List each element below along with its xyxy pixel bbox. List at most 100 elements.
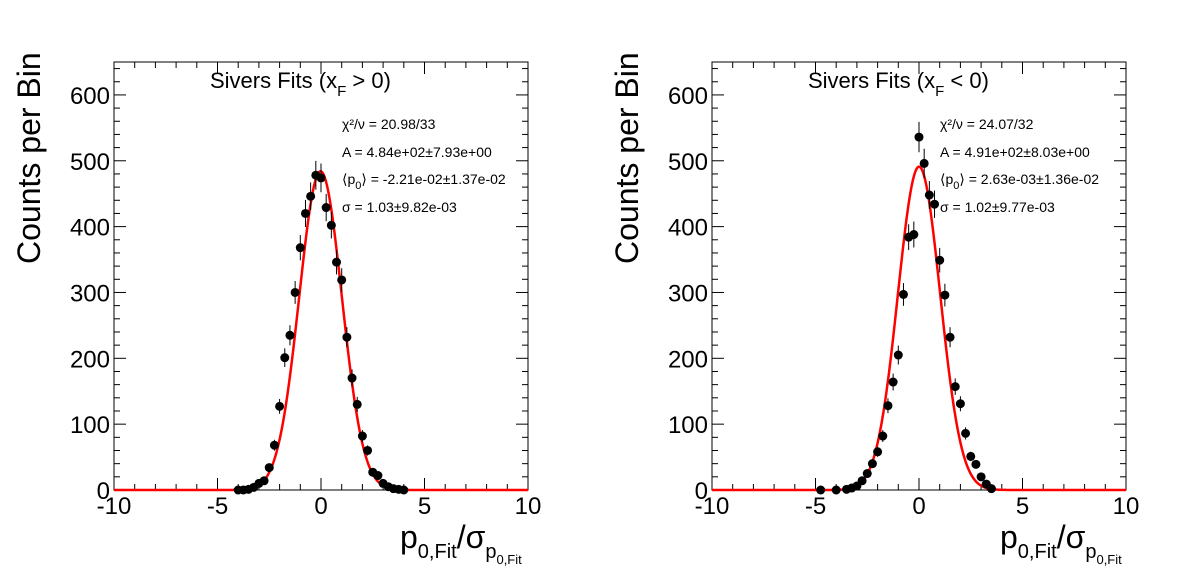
data-point <box>898 289 908 299</box>
y-tick-label: 400 <box>70 215 110 242</box>
data-point <box>285 330 295 340</box>
y-tick-label: 300 <box>70 280 110 307</box>
data-point <box>342 332 352 342</box>
data-point <box>950 382 960 392</box>
x-tick-label: 0 <box>912 493 925 520</box>
plot-frame <box>113 61 529 491</box>
data-point <box>888 377 898 387</box>
gaussian-fit-line <box>712 165 1126 492</box>
y-tick-label: 0 <box>97 478 110 505</box>
data-point <box>961 428 971 438</box>
data-point <box>306 191 316 201</box>
y-tick-label: 600 <box>70 83 110 110</box>
y-tick-label: 500 <box>668 149 708 176</box>
y-tick-label: 500 <box>70 149 110 176</box>
data-point <box>275 401 285 411</box>
data-point <box>352 399 362 409</box>
data-point <box>955 399 965 409</box>
data-point <box>280 353 290 363</box>
x-axis-title: p0,Fit/σp0,Fit <box>400 519 522 567</box>
data-point <box>867 459 877 469</box>
data-point <box>914 132 924 142</box>
data-point <box>269 440 279 450</box>
data-point <box>373 471 383 481</box>
data-point <box>924 190 934 200</box>
data-point <box>940 290 950 300</box>
data-point <box>326 220 336 230</box>
y-tick-label: 0 <box>695 478 708 505</box>
x-tick-labels: -10 -5 0 5 10 <box>695 493 1140 520</box>
y-tick-label: 200 <box>70 346 110 373</box>
data-point <box>347 373 357 383</box>
x-tick-label: 10 <box>515 493 542 520</box>
tick-marks <box>113 62 529 491</box>
x-axis-title: p0,Fit/σp0,Fit <box>1000 519 1122 567</box>
y-tick-labels: 0 100 200 300 400 500 600 <box>70 83 110 505</box>
y-tick-label: 600 <box>668 83 708 110</box>
data-point <box>831 485 841 495</box>
data-point <box>357 431 367 441</box>
x-tick-label: 5 <box>418 493 431 520</box>
x-tick-label: -10 <box>97 493 132 520</box>
data-point <box>290 287 300 297</box>
y-tick-label: 100 <box>70 412 110 439</box>
data-point <box>300 208 310 218</box>
data-point <box>966 451 976 461</box>
x-tick-label: 0 <box>314 493 327 520</box>
data-point <box>893 350 903 360</box>
stat-chi2: χ²/ν = 24.07/32 <box>940 116 1034 132</box>
data-point <box>909 230 919 240</box>
data-point <box>971 459 981 469</box>
y-tick-label: 100 <box>668 412 708 439</box>
gaussian-fit-line <box>114 170 528 492</box>
y-axis-title: Counts per Bin <box>11 52 47 264</box>
data-point <box>919 158 929 168</box>
x-tick-labels: -10 -5 0 5 10 <box>97 493 542 520</box>
y-tick-labels: 0 100 200 300 400 500 600 <box>668 83 708 505</box>
data-point <box>337 275 347 285</box>
data-point <box>883 401 893 411</box>
panel-title: Sivers Fits (xF > 0) <box>210 68 391 100</box>
data-point <box>935 255 945 265</box>
data-point <box>264 463 274 473</box>
panel-xf-negative: 0 100 200 300 400 500 600 -10 -5 0 5 10 Sivers Fit… <box>609 52 1139 567</box>
data-point <box>857 476 867 486</box>
y-tick-label: 400 <box>668 215 708 242</box>
fit-curve <box>114 170 528 492</box>
x-tick-label: -5 <box>805 493 826 520</box>
data-point <box>816 485 826 495</box>
data-point <box>321 203 331 213</box>
stat-mean: ⟨p0⟩ = -2.21e-02±1.37e-02 <box>342 171 506 192</box>
x-tick-label: 10 <box>1113 493 1140 520</box>
stat-chi2: χ²/ν = 20.98/33 <box>342 116 436 132</box>
x-tick-label: 5 <box>1016 493 1029 520</box>
data-point <box>945 332 955 342</box>
panel-xf-positive: 0 100 200 300 400 500 600 -10 -5 0 5 10 Sivers Fit… <box>11 52 541 567</box>
x-tick-label: -5 <box>207 493 228 520</box>
data-point <box>316 173 326 183</box>
stat-sigma: σ = 1.02±9.77e-03 <box>940 199 1055 215</box>
data-point <box>295 243 305 253</box>
data-point <box>930 199 940 209</box>
stat-amplitude: A = 4.91e+02±8.03e+00 <box>940 144 1090 160</box>
fit-curve <box>712 165 1126 492</box>
panel-title: Sivers Fits (xF < 0) <box>808 68 989 100</box>
data-point <box>332 257 342 267</box>
data-point <box>399 485 409 495</box>
data-point <box>862 469 872 479</box>
data-points <box>233 160 409 495</box>
stat-mean: ⟨p0⟩ = 2.63e-03±1.36e-02 <box>940 171 1099 192</box>
y-tick-label: 300 <box>668 280 708 307</box>
data-point <box>363 445 373 455</box>
stat-amplitude: A = 4.84e+02±7.93e+00 <box>342 144 492 160</box>
data-points <box>816 121 996 495</box>
data-point <box>259 476 269 486</box>
y-axis-title: Counts per Bin <box>609 52 645 264</box>
x-tick-label: -10 <box>695 493 730 520</box>
y-tick-label: 200 <box>668 346 708 373</box>
data-point <box>873 447 883 457</box>
stat-sigma: σ = 1.03±9.82e-03 <box>342 199 457 215</box>
data-point <box>976 472 986 482</box>
data-point <box>986 484 996 494</box>
